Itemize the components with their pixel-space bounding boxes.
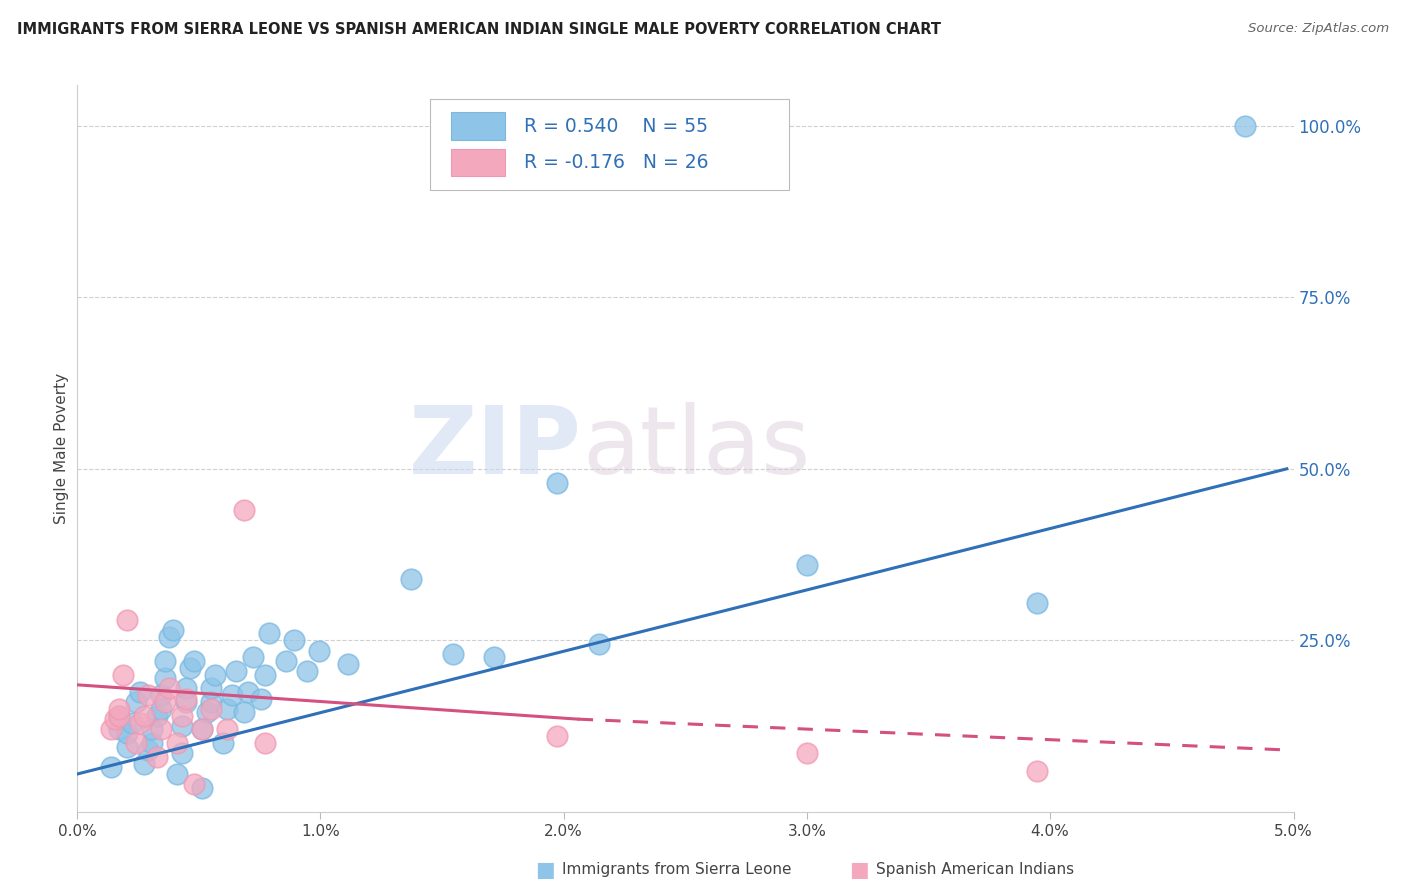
Point [121,715,143,730]
Point [796,558,818,572]
Point [117,726,139,740]
Point [170,719,193,733]
Point [145,708,167,723]
Point [174,695,197,709]
Point [166,736,188,750]
Point [308,643,330,657]
Point [337,657,360,672]
Point [174,681,197,696]
Point [183,777,205,791]
Point [104,712,127,726]
FancyBboxPatch shape [430,99,789,190]
Point [108,702,131,716]
Point [225,664,247,678]
Point [162,623,184,637]
Point [149,688,172,702]
Point [191,780,214,795]
Text: ■: ■ [849,860,869,880]
Point [170,747,193,761]
Point [250,691,273,706]
Point [153,654,176,668]
Point [117,613,139,627]
Point [125,736,148,750]
Point [233,706,256,720]
Point [217,723,239,737]
Point [157,681,180,696]
Text: ■: ■ [536,860,555,880]
Point [546,729,568,743]
Point [204,667,226,681]
Point [441,647,464,661]
Point [174,691,197,706]
Point [136,688,159,702]
Point [1025,764,1047,778]
Point [108,723,131,737]
Point [257,626,280,640]
Point [149,723,172,737]
Point [141,736,163,750]
Point [200,702,222,716]
Text: R = -0.176   N = 26: R = -0.176 N = 26 [523,153,709,172]
Point [108,708,131,723]
Point [221,688,243,702]
Point [179,661,201,675]
Point [233,503,256,517]
Point [141,723,163,737]
Y-axis label: Single Male Poverty: Single Male Poverty [53,373,69,524]
Point [253,736,276,750]
Point [157,630,180,644]
Point [212,736,235,750]
Point [125,695,148,709]
Point [484,650,506,665]
Point [117,739,139,754]
Point [191,723,214,737]
Point [217,702,239,716]
Point [200,695,222,709]
Point [183,654,205,668]
Point [399,572,422,586]
Point [149,702,172,716]
Point [128,715,150,730]
Point [166,767,188,781]
Point [1234,119,1257,133]
Point [588,637,610,651]
Point [170,708,193,723]
Point [100,723,122,737]
Text: ZIP: ZIP [409,402,582,494]
Text: Source: ZipAtlas.com: Source: ZipAtlas.com [1249,22,1389,36]
Point [295,664,318,678]
Point [283,633,305,648]
Point [132,756,155,771]
Text: Immigrants from Sierra Leone: Immigrants from Sierra Leone [562,863,792,877]
Point [145,749,167,764]
Point [242,650,264,665]
Point [153,671,176,685]
Point [136,743,159,757]
Text: atlas: atlas [582,402,810,494]
Point [112,667,135,681]
Point [1025,595,1047,609]
Text: R = 0.540    N = 55: R = 0.540 N = 55 [523,117,707,136]
Point [796,747,818,761]
Text: Spanish American Indians: Spanish American Indians [876,863,1074,877]
Point [274,654,297,668]
Point [128,684,150,698]
Point [238,684,260,698]
FancyBboxPatch shape [451,149,505,177]
Point [132,708,155,723]
Point [195,706,218,720]
Point [153,695,176,709]
Point [191,723,214,737]
FancyBboxPatch shape [451,112,505,140]
Point [100,760,122,774]
Point [546,475,568,490]
Point [200,681,222,696]
Point [108,708,131,723]
Text: IMMIGRANTS FROM SIERRA LEONE VS SPANISH AMERICAN INDIAN SINGLE MALE POVERTY CORR: IMMIGRANTS FROM SIERRA LEONE VS SPANISH … [17,22,941,37]
Point [253,667,276,681]
